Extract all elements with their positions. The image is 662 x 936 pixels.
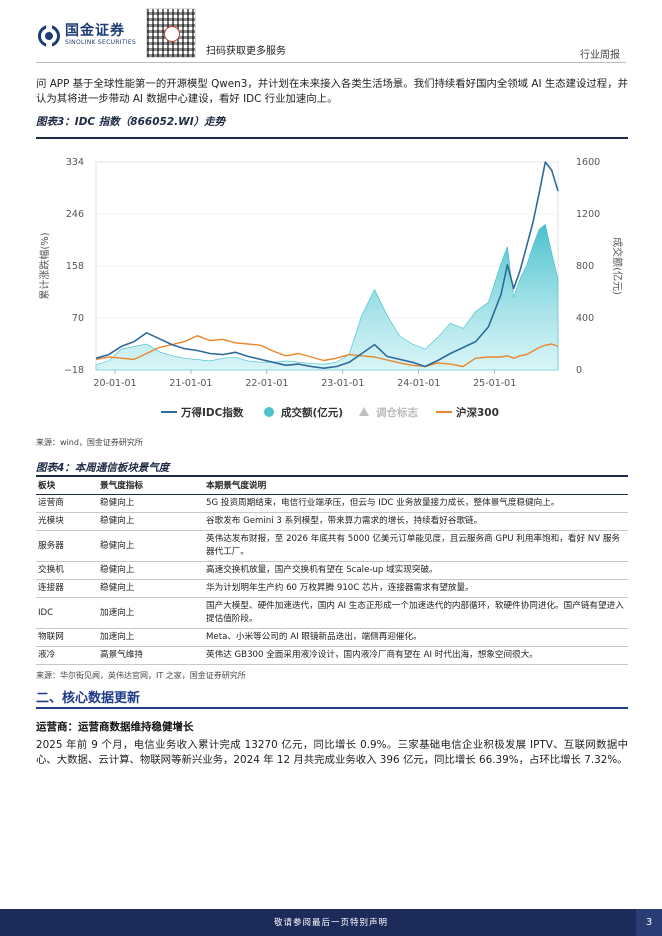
- y-axis-label: 累计涨跌幅(%): [38, 232, 51, 299]
- carrier-paragraph: 2025 年前 9 个月，电信业务收入累计完成 13270 亿元，同比增长 0.…: [36, 739, 628, 766]
- description-cell: 高速交换机放量，国产交换机有望在 Scale-up 域实现突破。: [204, 561, 628, 580]
- sector-sentiment-table: 板块 景气度指标 本期景气度说明 运营商 稳健向上 5G 投资周期结束，电信行业端承…: [36, 476, 628, 665]
- table-row: IDC 加速向上 国产大模型、硬件加速迭代，国内 AI 生态正形成一个加速迭代的内部…: [36, 597, 628, 629]
- sentiment-cell: 稳健向上: [98, 530, 204, 562]
- x-tick-label: 24-01-01: [397, 378, 440, 389]
- table-header-cell: 板块: [36, 476, 98, 495]
- legend-label: 沪深300: [456, 406, 499, 419]
- csi300-line: [95, 335, 559, 368]
- sector-cell: 物联网: [36, 628, 98, 647]
- x-tick-label: 21-01-01: [169, 378, 212, 389]
- x-tick-label: 23-01-01: [321, 378, 364, 389]
- legend-label: 成交额(亿元): [281, 406, 343, 419]
- figure3-source: 来源：wind，国金证券研究所: [36, 438, 143, 447]
- figure4-title: 图表4：本周通信板块景气度: [36, 462, 170, 474]
- x-tick-label: 20-01-01: [93, 378, 136, 389]
- table-row: 连接器 稳健向上 华为计划明年生产约 60 万枚昇腾 910C 芯片，连接器需求有望…: [36, 579, 628, 598]
- legend-swatch-triangle: [359, 407, 369, 416]
- table-row: 光模块 稳健向上 谷歌发布 Gemini 3 系列模型，带来算力需求的增长，持续看好…: [36, 512, 628, 531]
- sector-cell: 液冷: [36, 646, 98, 665]
- legend-swatch-dot: [264, 407, 274, 417]
- sentiment-cell: 加速向上: [98, 628, 204, 647]
- table-row: 运营商 稳健向上 5G 投资周期结束，电信行业端承压，但云与 IDC 业务放量接力成…: [36, 494, 628, 513]
- intro-paragraph: 问 APP 基于全球性能第一的开源模型 Qwen3，并计划在未来接入各类生活场景…: [36, 78, 628, 105]
- table-row: 交换机 稳健向上 高速交换机放量，国产交换机有望在 Scale-up 域实现突破。: [36, 561, 628, 580]
- header-divider: [36, 62, 626, 63]
- figure3-title: 图表3：IDC 指数（866052.WI）走势: [36, 116, 226, 128]
- sentiment-cell: 高景气维持: [98, 646, 204, 665]
- y-tick-label: 70: [72, 313, 84, 324]
- table-header-row: 板块 景气度指标 本期景气度说明: [36, 476, 628, 495]
- sentiment-cell: 稳健向上: [98, 561, 204, 580]
- sector-cell: IDC: [36, 597, 98, 629]
- table-header-cell: 本期景气度说明: [204, 476, 628, 495]
- y-tick-label: 246: [66, 209, 84, 220]
- table-header-cell: 景气度指标: [98, 476, 204, 495]
- logo-text-en: SINOLINK SECURITIES: [65, 39, 137, 46]
- idc-index-line: [95, 161, 559, 369]
- sentiment-cell: 稳健向上: [98, 579, 204, 598]
- sentiment-cell: 稳健向上: [98, 512, 204, 531]
- figure4-divider: [36, 475, 628, 477]
- section-divider: [36, 707, 628, 709]
- y2-tick-label: 800: [576, 261, 594, 272]
- description-cell: 5G 投资周期结束，电信行业端承压，但云与 IDC 业务放量接力成长，整体景气度…: [204, 494, 628, 513]
- qr-caption: 扫码获取更多服务: [206, 46, 286, 57]
- description-cell: Meta、小米等公司的 AI 眼镜新品迭出，端侧再迎催化。: [204, 628, 628, 647]
- y-tick-label: −18: [64, 365, 84, 376]
- sector-cell: 连接器: [36, 579, 98, 598]
- description-cell: 华为计划明年生产约 60 万枚昇腾 910C 芯片，连接器需求有望放量。: [204, 579, 628, 598]
- logo-mark-icon: [38, 24, 60, 47]
- description-cell: 国产大模型、硬件加速迭代，国内 AI 生态正形成一个加速迭代的内部循环，软硬件协…: [204, 597, 628, 629]
- qr-code-icon[interactable]: [146, 8, 196, 58]
- y2-tick-label: 400: [576, 313, 594, 324]
- y2-tick-label: 0: [576, 365, 582, 376]
- idc-index-chart: 334 1600 246 1200 158 800 70 400 −18 0 20-01-01 21-…: [38, 157, 624, 419]
- description-cell: 英伟达 GB300 全面采用液冷设计，国内液冷厂商有望在 AI 时代出海，想象空…: [204, 646, 628, 665]
- report-type: 行业周报: [580, 50, 620, 61]
- page-header: 国金证券 SINOLINK SECURITIES 扫码获取更多服务 行业周报: [0, 0, 662, 63]
- sector-cell: 运营商: [36, 494, 98, 513]
- sentiment-cell: 加速向上: [98, 597, 204, 629]
- y2-axis-label: 成交额(亿元): [611, 237, 624, 295]
- turnover-area: [95, 223, 559, 371]
- description-cell: 英伟达发布财报，至 2026 年底共有 5000 亿美元订单能见度，且云服务商 …: [204, 530, 628, 562]
- description-cell: 谷歌发布 Gemini 3 系列模型，带来算力需求的增长，持续看好谷歌链。: [204, 512, 628, 531]
- page-number: 3: [636, 909, 662, 936]
- sector-cell: 服务器: [36, 530, 98, 562]
- table-row: 液冷 高景气维持 英伟达 GB300 全面采用液冷设计，国内液冷厂商有望在 AI 时…: [36, 646, 628, 665]
- table-row: 服务器 稳健向上 英伟达发布财报，至 2026 年底共有 5000 亿美元订单能见度…: [36, 530, 628, 562]
- figure4-source: 来源：华尔街见闻，英伟达官网，IT 之家，国金证券研究所: [36, 671, 246, 680]
- x-tick-label: 22-01-01: [245, 378, 288, 389]
- company-logo: 国金证券 SINOLINK SECURITIES: [38, 24, 136, 47]
- y-tick-label: 334: [66, 157, 84, 168]
- sector-cell: 交换机: [36, 561, 98, 580]
- y2-tick-label: 1600: [576, 157, 600, 168]
- legend-label: 调仓标志: [376, 406, 418, 419]
- table-row: 物联网 加速向上 Meta、小米等公司的 AI 眼镜新品迭出，端侧再迎催化。: [36, 628, 628, 647]
- page-footer: 敬请参阅最后一页特别声明 3: [0, 909, 662, 936]
- logo-text-cn: 国金证券: [65, 23, 125, 39]
- footer-disclaimer[interactable]: 敬请参阅最后一页特别声明: [273, 918, 388, 928]
- sub-title: 运营商：运营商数据维持稳健增长: [36, 721, 194, 733]
- sector-cell: 光模块: [36, 512, 98, 531]
- legend-label: 万得IDC指数: [180, 406, 244, 419]
- figure3-divider: [36, 137, 628, 139]
- y-tick-label: 158: [66, 261, 84, 272]
- y2-tick-label: 1200: [576, 209, 600, 220]
- x-tick-label: 25-01-01: [473, 378, 516, 389]
- section-title: 二、核心数据更新: [36, 691, 141, 706]
- sentiment-cell: 稳健向上: [98, 494, 204, 513]
